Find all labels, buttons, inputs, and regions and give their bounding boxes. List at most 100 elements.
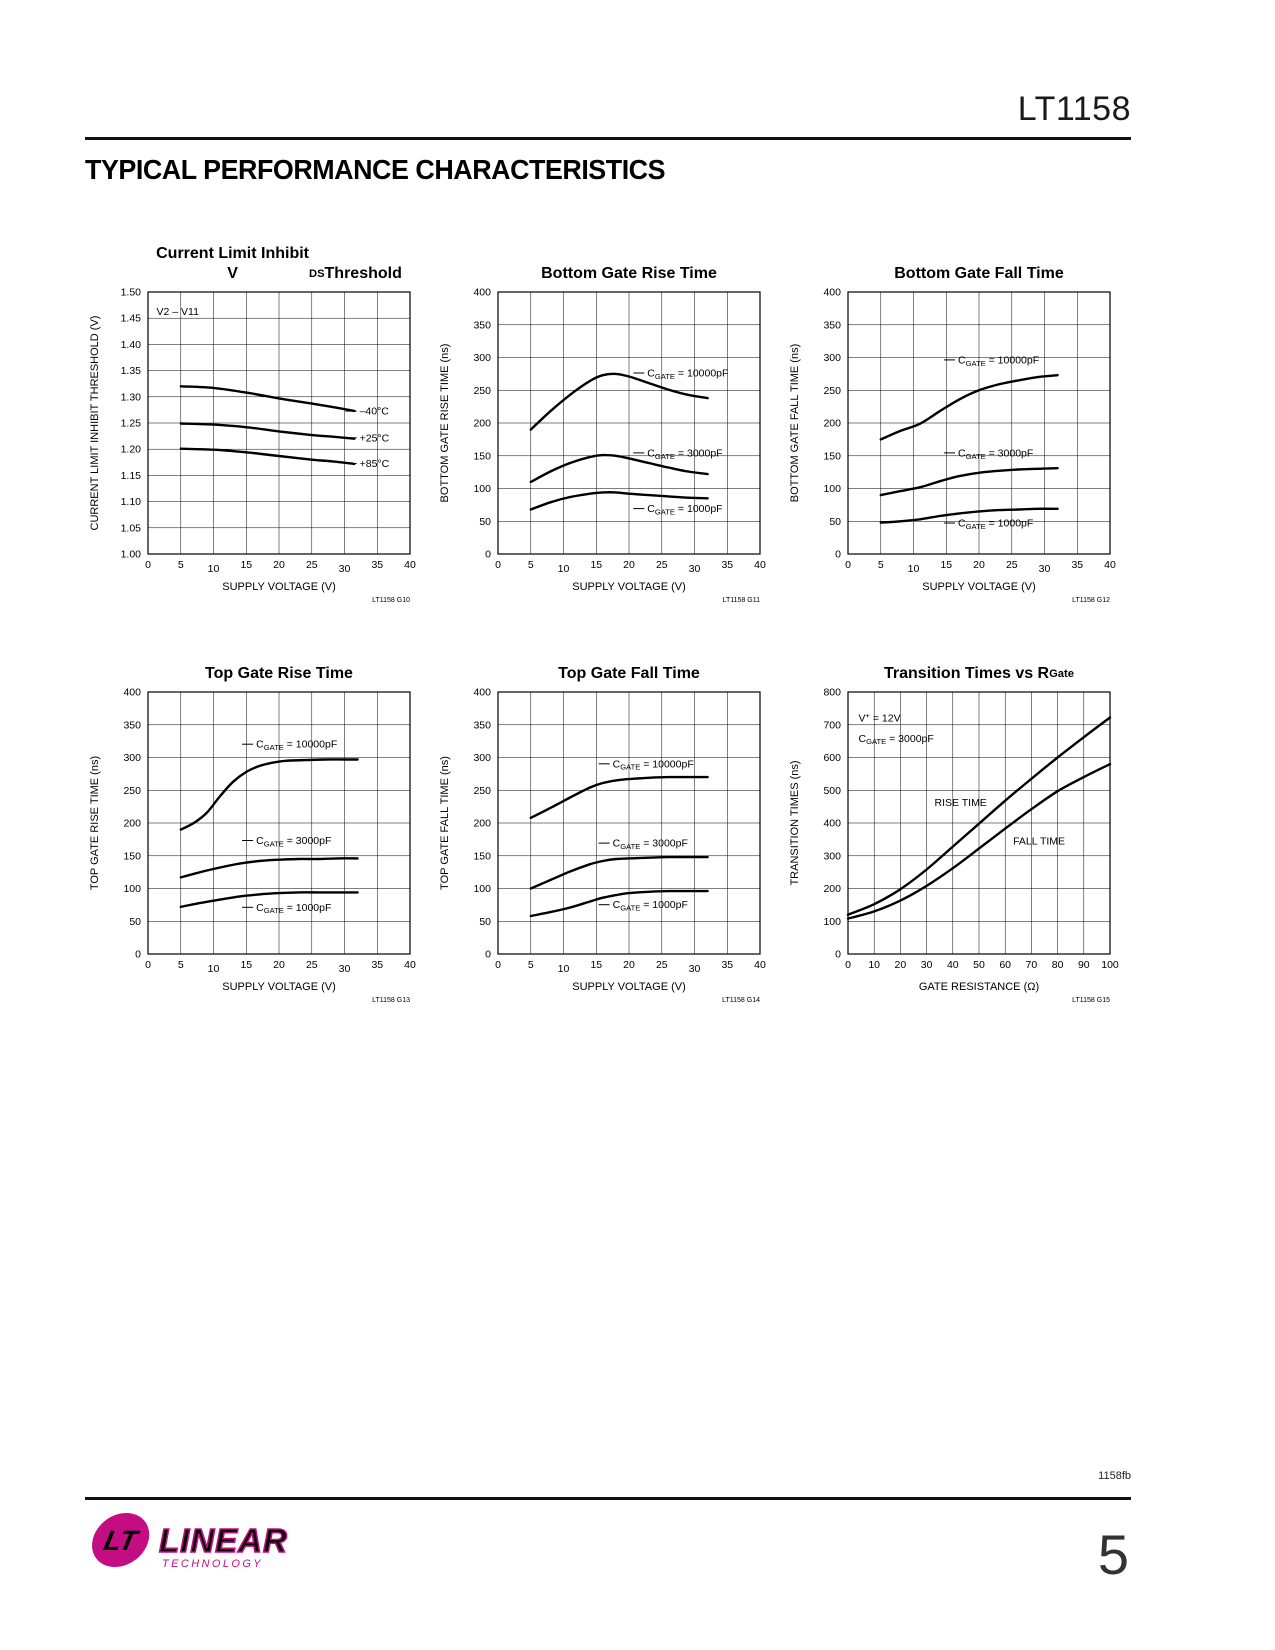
x-tick-label: 0 [845, 559, 851, 571]
y-tick-label: 400 [123, 687, 141, 699]
y-tick-label: 100 [823, 916, 841, 928]
x-tick-label: 0 [495, 959, 501, 971]
y-tick-label: 1.15 [121, 470, 142, 482]
graph-ref: LT1158 G14 [722, 997, 760, 1004]
x-tick-label: 10 [558, 963, 570, 975]
y-tick-label: 150 [823, 450, 841, 462]
series-label: CGATE = 10000pF [958, 354, 1039, 367]
x-tick-label: 10 [558, 563, 570, 575]
plot-border [497, 691, 761, 955]
series-label: CGATE = 10000pF [256, 739, 337, 752]
lt-mark-icon: LT [92, 1513, 150, 1567]
y-tick-label: 250 [823, 385, 841, 397]
y-tick-label: 200 [473, 418, 491, 430]
series-label: CGATE = 3000pF [647, 447, 722, 460]
y-tick-label: 200 [823, 418, 841, 430]
y-tick-label: 100 [473, 883, 491, 895]
series-line [529, 889, 709, 918]
x-axis-title: GATE RESISTANCE (Ω) [919, 981, 1039, 993]
x-tick-label: 10 [908, 563, 920, 575]
x-tick-label: 50 [973, 959, 985, 971]
x-tick-label: 20 [623, 959, 635, 971]
y-tick-label: 1.30 [121, 391, 142, 403]
y-tick-label: 100 [123, 883, 141, 895]
y-tick-label: 200 [123, 818, 141, 830]
page-number: 5 [1097, 1523, 1129, 1586]
x-tick-label: 5 [178, 559, 184, 571]
y-axis-title: TOP GATE RISE TIME (ns) [89, 756, 101, 890]
x-tick-label: 100 [1101, 959, 1119, 971]
series-line [879, 374, 1059, 441]
y-tick-label: 1.35 [121, 365, 142, 377]
series-label: CGATE = 1000pF [256, 902, 331, 915]
x-tick-label: 80 [1052, 959, 1064, 971]
series-line [529, 453, 709, 484]
y-tick-label: 350 [473, 719, 491, 731]
y-tick-label: 200 [473, 818, 491, 830]
y-tick-label: 1.45 [121, 313, 142, 325]
y-tick-label: 50 [479, 516, 491, 528]
x-tick-label: 10 [208, 563, 220, 575]
x-tick-label: 15 [590, 959, 602, 971]
x-axis-title: SUPPLY VOLTAGE (V) [572, 981, 686, 993]
chart-title: Bottom Gate Rise Time [541, 265, 717, 282]
y-tick-label: 300 [823, 352, 841, 364]
doc-revision-code: 1158fb [1098, 1470, 1131, 1482]
x-tick-label: 5 [178, 959, 184, 971]
x-tick-label: 40 [947, 959, 959, 971]
y-tick-label: 250 [473, 385, 491, 397]
part-number: LT1158 [1017, 90, 1131, 128]
series-line [879, 467, 1059, 497]
logo-graphic: LT LINEAR TECHNOLOGY [92, 1513, 288, 1570]
series-line [529, 855, 709, 890]
x-tick-label: 15 [240, 559, 252, 571]
y-tick-label: 1.05 [121, 522, 142, 534]
series-line [179, 758, 359, 831]
x-tick-label: 10 [868, 959, 880, 971]
x-tick-label: 20 [623, 559, 635, 571]
chart-transition-times-vs-rgate: Transition Times vs R Gate 0 10 20 30 40 50 60 7… [782, 640, 1132, 1015]
footer-rule [85, 1497, 1131, 1500]
x-tick-label: 20 [273, 559, 285, 571]
plot-border [147, 291, 411, 555]
linear-technology-logo: LT LINEAR TECHNOLOGY [85, 1508, 300, 1577]
x-axis-title: SUPPLY VOLTAGE (V) [922, 581, 1036, 593]
series-line [846, 716, 1112, 916]
series-label: +85°C [360, 458, 390, 470]
x-tick-label: 35 [1071, 559, 1083, 571]
y-tick-label: 0 [485, 549, 491, 561]
y-tick-label: 50 [829, 516, 841, 528]
chart-top-gate-rise-time: Top Gate Rise Time 0 5 10 15 20 25 30 35 40 0 50 10… [82, 640, 432, 1015]
series-line [529, 372, 709, 431]
y-tick-label: 0 [835, 949, 841, 961]
y-tick-label: 1.50 [121, 287, 142, 299]
series-label: FALL TIME [1013, 835, 1065, 847]
series-label: CGATE = 3000pF [958, 447, 1033, 460]
x-tick-label: 5 [528, 559, 534, 571]
y-tick-label: 300 [473, 352, 491, 364]
y-tick-label: 200 [823, 883, 841, 895]
series-label: CGATE = 10000pF [613, 758, 694, 771]
series-line [179, 447, 356, 466]
x-tick-label: 30 [1039, 563, 1051, 575]
x-tick-label: 30 [921, 959, 933, 971]
x-axis-title: SUPPLY VOLTAGE (V) [572, 581, 686, 593]
series-label: +25°C [360, 432, 390, 444]
y-tick-label: 150 [123, 850, 141, 862]
series-line [179, 857, 359, 879]
plot-annotation: V+ = 12V [859, 711, 901, 725]
y-axis-title: CURRENT LIMIT INHIBIT THRESHOLD (V) [89, 316, 101, 531]
series-label: RISE TIME [935, 797, 987, 809]
graph-ref: LT1158 G11 [723, 597, 760, 604]
y-tick-label: 350 [123, 719, 141, 731]
y-tick-label: 50 [129, 916, 141, 928]
x-tick-label: 40 [754, 559, 766, 571]
y-axis-title: BOTTOM GATE RISE TIME (ns) [439, 344, 451, 503]
graph-ref: LT1158 G12 [1072, 597, 1110, 604]
x-tick-label: 0 [845, 959, 851, 971]
series-label: CGATE = 1000pF [647, 503, 722, 516]
x-tick-label: 35 [371, 959, 383, 971]
x-tick-label: 30 [689, 963, 701, 975]
x-axis-title: SUPPLY VOLTAGE (V) [222, 981, 336, 993]
y-tick-label: 1.40 [121, 339, 142, 351]
